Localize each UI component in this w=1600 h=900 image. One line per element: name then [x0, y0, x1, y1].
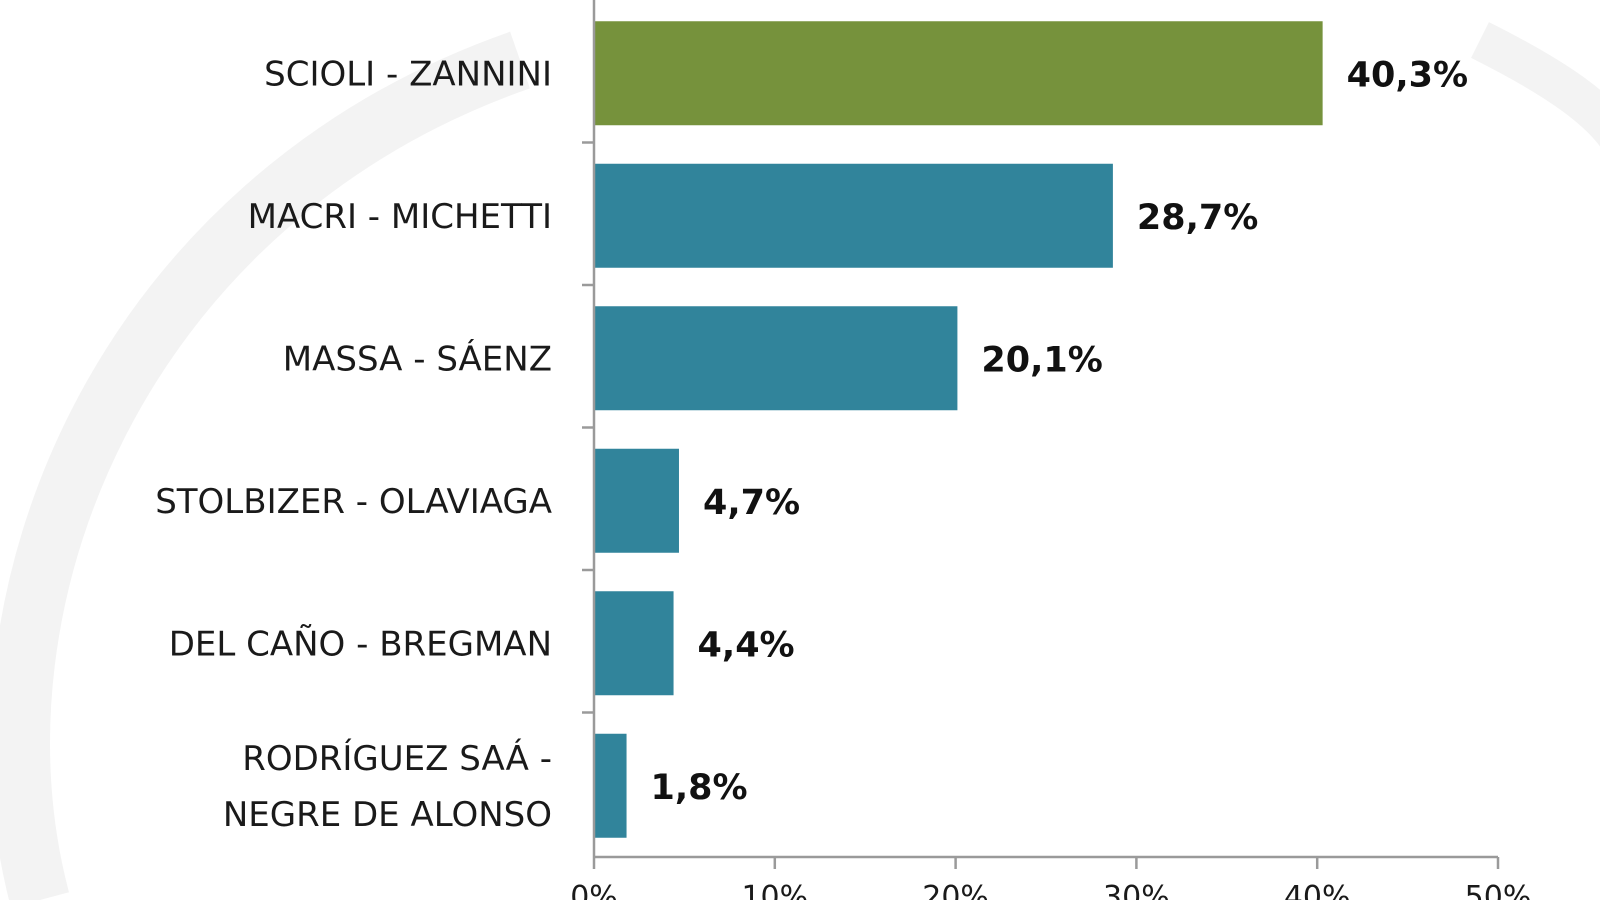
x-tick-label-3: 30%	[1103, 880, 1170, 900]
x-tick-label-5: 50%	[1465, 880, 1532, 900]
category-label-0-line-0: SCIOLI - ZANNINI	[264, 54, 552, 94]
x-tick-label-2: 20%	[922, 880, 989, 900]
x-tick-label-1: 10%	[741, 880, 808, 900]
category-label-4-line-0: DEL CAÑO - BREGMAN	[169, 624, 552, 664]
value-label-3: 4,7%	[703, 483, 800, 523]
category-label-5-line-1: NEGRE DE ALONSO	[223, 795, 552, 835]
category-label-1-line-0: MACRI - MICHETTI	[248, 197, 552, 237]
bar-2	[594, 306, 958, 411]
bar-0	[594, 21, 1323, 126]
category-label-5-line-0: RODRÍGUEZ SAÁ -	[242, 738, 552, 779]
bar-3	[594, 448, 679, 553]
bar-1	[594, 163, 1113, 268]
watermark-arc-right	[1471, 22, 1600, 147]
value-label-0: 40,3%	[1347, 55, 1468, 95]
bars-layer: 40,3% SCIOLI - ZANNINI 28,7% MACRI - MICHET…	[155, 21, 1468, 838]
category-label-2-line-0: MASSA - SÁENZ	[283, 338, 552, 379]
category-label-3-line-0: STOLBIZER - OLAVIAGA	[155, 482, 552, 522]
bar-5	[594, 733, 627, 838]
x-tick-label-0: 0%	[570, 880, 618, 900]
value-label-4: 4,4%	[698, 625, 795, 665]
bar-4	[594, 591, 674, 696]
value-label-2: 20,1%	[981, 340, 1102, 380]
value-label-5: 1,8%	[651, 768, 748, 808]
value-label-1: 28,7%	[1137, 198, 1258, 238]
x-tick-label-4: 40%	[1284, 880, 1351, 900]
watermark-arc	[0, 31, 530, 900]
axis-layer: 0% 10% 20% 30% 40% 50%	[570, 0, 1531, 900]
